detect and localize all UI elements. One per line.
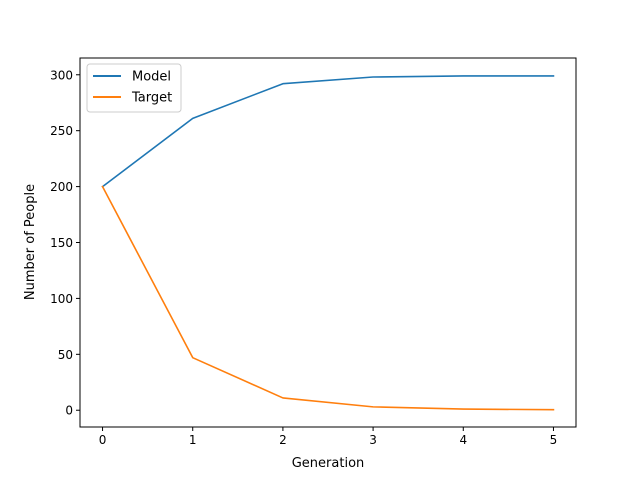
x-tick-label: 1 <box>189 433 197 447</box>
legend-label-target: Target <box>131 91 172 106</box>
x-tick-label: 3 <box>369 433 377 447</box>
series-line-model <box>101 75 555 188</box>
y-tick-label: 200 <box>50 180 73 194</box>
x-tick-label: 2 <box>279 433 287 447</box>
y-tick-label: 100 <box>50 292 73 306</box>
y-tick-label: 300 <box>50 68 73 82</box>
y-tick-label: 50 <box>58 348 73 362</box>
legend: Model Target <box>86 63 182 113</box>
x-tick-label: 5 <box>550 433 558 447</box>
y-axis: 0 50 100 150 200 250 300 <box>50 68 80 418</box>
legend-label-model: Model <box>132 70 171 85</box>
x-axis-label: Generation <box>292 456 365 471</box>
y-axis-label: Number of People <box>23 184 38 300</box>
series-layer <box>101 75 555 411</box>
x-axis: 0 1 2 3 4 5 <box>99 427 558 447</box>
y-tick-label: 150 <box>50 236 73 250</box>
y-tick-label: 250 <box>50 124 73 138</box>
series-line-target <box>101 185 555 411</box>
y-tick-label: 0 <box>65 404 73 418</box>
x-tick-label: 4 <box>459 433 467 447</box>
x-tick-label: 0 <box>99 433 107 447</box>
